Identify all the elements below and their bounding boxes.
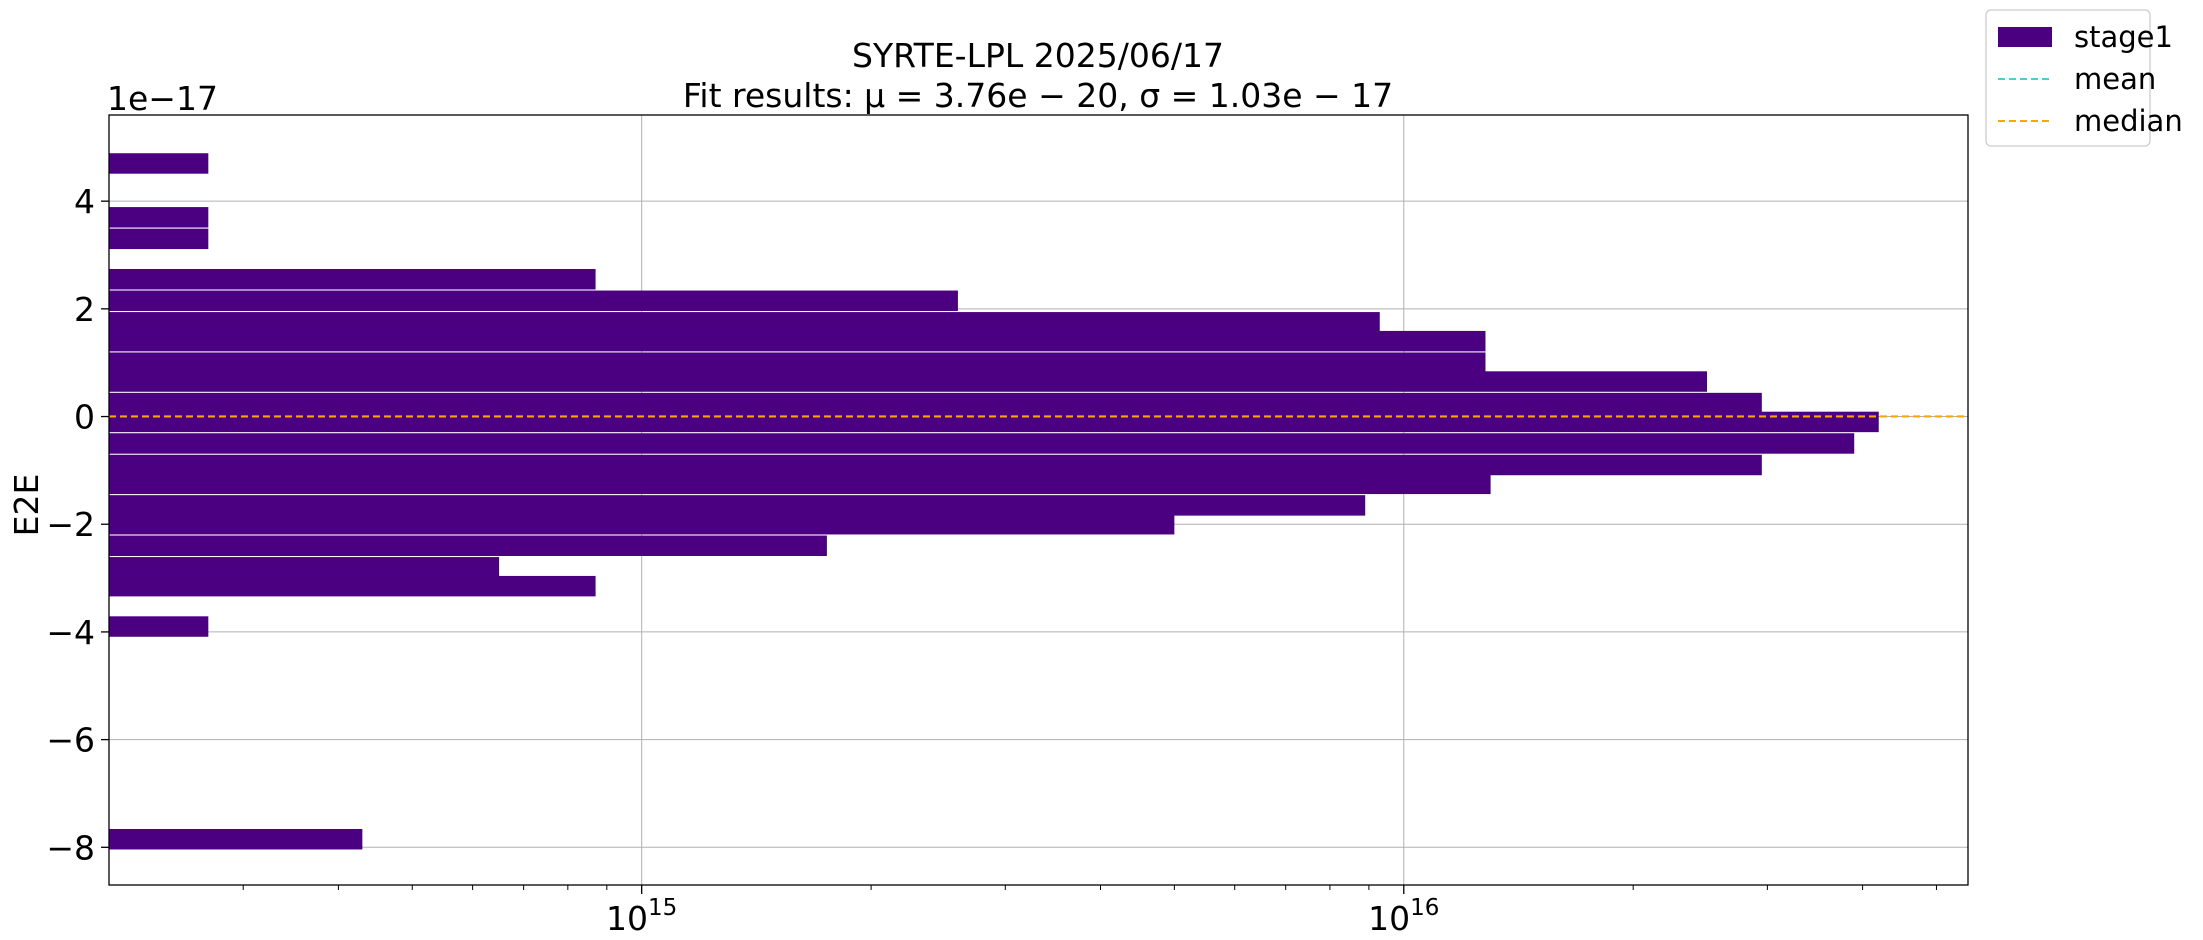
histogram-bar bbox=[109, 433, 1855, 454]
x-tick-base: 10 bbox=[606, 899, 648, 938]
histogram-bar bbox=[109, 371, 1708, 392]
y-tick-label: 0 bbox=[74, 398, 95, 437]
y-tick-label: −6 bbox=[46, 721, 95, 760]
legend-swatch-stage1 bbox=[1998, 27, 2052, 47]
x-tick-exponent: 16 bbox=[1410, 895, 1439, 921]
chart-subtitle: Fit results: μ = 3.76e − 20, σ = 1.03e −… bbox=[683, 76, 1393, 115]
histogram-bar bbox=[109, 495, 1366, 516]
x-tick-exponent: 15 bbox=[648, 895, 677, 921]
histogram-bar bbox=[109, 269, 596, 290]
histogram-bar bbox=[109, 535, 827, 556]
histogram-bar bbox=[109, 514, 1175, 535]
histogram-bar bbox=[109, 312, 1380, 333]
y-offset-label: 1e−17 bbox=[107, 79, 218, 118]
legend: stage1 mean median bbox=[1985, 9, 2183, 147]
chart-title: SYRTE-LPL 2025/06/17 bbox=[852, 36, 1224, 75]
y-tick-label: 4 bbox=[74, 182, 95, 221]
y-tick-label: −4 bbox=[46, 613, 95, 652]
y-tick-label: −2 bbox=[46, 505, 95, 544]
histogram-bar bbox=[109, 473, 1491, 495]
plot-frame bbox=[108, 114, 1969, 886]
y-tick-label: −8 bbox=[46, 828, 95, 867]
histogram-bar bbox=[109, 228, 209, 250]
histogram-bar bbox=[109, 411, 1879, 433]
histogram-bar bbox=[109, 392, 1762, 414]
histogram-bar bbox=[109, 557, 500, 578]
histogram-bar bbox=[109, 290, 958, 311]
legend-label-median: median bbox=[2074, 104, 2183, 138]
bars bbox=[109, 153, 1879, 850]
histogram-bar bbox=[109, 207, 209, 228]
x-tick-label: 1015 bbox=[606, 895, 677, 938]
histogram-bar bbox=[109, 330, 1486, 352]
histogram-bar bbox=[109, 153, 209, 174]
histogram-bar bbox=[109, 829, 363, 850]
x-tick-base: 10 bbox=[1368, 899, 1410, 938]
x-tick-label: 1016 bbox=[1368, 895, 1439, 938]
histogram-bar bbox=[109, 454, 1762, 476]
legend-label-stage1: stage1 bbox=[2074, 20, 2173, 54]
y-tick-label: 2 bbox=[74, 290, 95, 329]
histogram-bar bbox=[109, 616, 209, 637]
legend-label-mean: mean bbox=[2074, 62, 2156, 96]
histogram-bar bbox=[109, 575, 596, 597]
y-axis-label: E2E bbox=[7, 474, 46, 537]
histogram-bar bbox=[109, 352, 1486, 373]
